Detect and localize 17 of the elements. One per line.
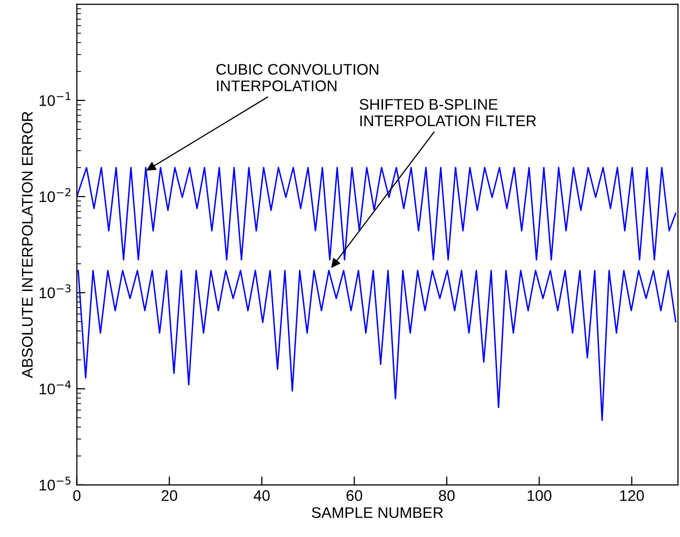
x-tick-label: 100 — [528, 490, 552, 501]
y-tick-label: 10$^{−1}$ — [40, 92, 70, 106]
y-tick-label: 10$^{−3}$ — [40, 284, 71, 298]
y-axis-title: ABSOLUTE INTERPOLATION ERROR — [22, 112, 33, 378]
annotation: SHIFTED B-SPLINE INTERPOLATION FILTER — [360, 98, 536, 126]
x-tick-label: 20 — [162, 490, 178, 501]
line-series — [76, 270, 676, 421]
y-tick-label: 10$^{−5}$ — [40, 476, 70, 490]
x-axis-title: SAMPLE NUMBER — [312, 507, 443, 518]
y-tick-label: 10$^{−4}$ — [40, 380, 71, 394]
x-tick-label: 120 — [620, 490, 644, 501]
x-tick-label: 60 — [346, 490, 362, 501]
x-tick-label: 80 — [438, 490, 455, 501]
x-tick-label: 0 — [73, 490, 80, 501]
annotation: CUBIC CONVOLUTION INTERPOLATION — [216, 64, 378, 92]
x-tick-label: 40 — [254, 490, 270, 501]
y-tick-label: 10$^{−2}$ — [40, 188, 70, 202]
